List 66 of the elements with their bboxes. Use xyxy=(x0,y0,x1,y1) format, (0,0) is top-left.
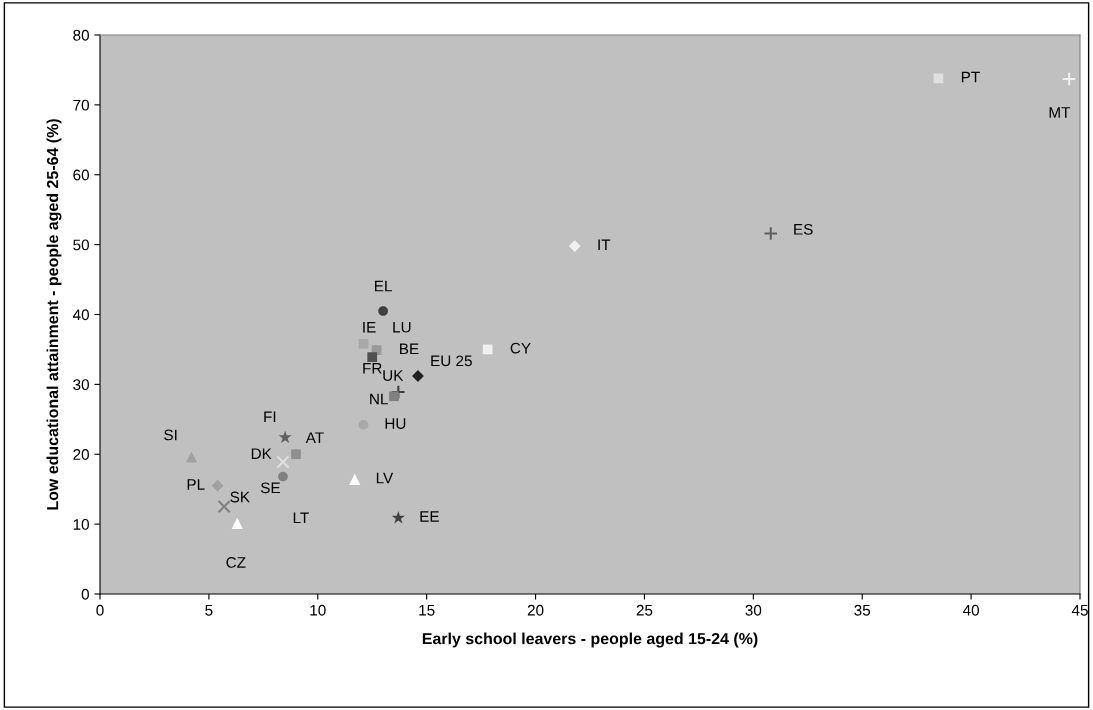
point xyxy=(217,500,231,514)
x-tick-label: 20 xyxy=(527,604,544,616)
point xyxy=(391,510,405,524)
y-tick-label: 60 xyxy=(73,169,89,181)
series-label: NL xyxy=(370,393,388,405)
x-tick-label: 15 xyxy=(419,604,435,616)
series-label: CZ xyxy=(226,556,246,568)
y-axis-title: Low educational attainment - people aged 25-64 (%) xyxy=(46,119,62,510)
series-label: EU 25 xyxy=(431,355,472,367)
x-axis-title: Early school leavers - people aged 15-24 (%) xyxy=(422,632,758,648)
point xyxy=(358,420,369,430)
point xyxy=(482,344,493,355)
x-tick-label: 25 xyxy=(636,604,653,616)
point xyxy=(763,226,779,241)
text: LT xyxy=(293,512,309,524)
series-label: MT xyxy=(1049,107,1071,118)
series-label: CY xyxy=(510,342,531,354)
series-label: PL xyxy=(187,479,205,490)
series-label: AT xyxy=(305,432,324,443)
point xyxy=(211,479,224,492)
y-tick-label: 50 xyxy=(73,239,89,251)
series-label: FR xyxy=(363,363,382,374)
x-tick-label: 5 xyxy=(205,604,213,616)
series-label: FI xyxy=(264,411,276,422)
point xyxy=(358,338,369,349)
series-label: SE xyxy=(260,482,280,494)
series-label: EL xyxy=(375,280,392,292)
series-label: IE xyxy=(363,322,376,333)
y-tick-label: 30 xyxy=(73,379,89,391)
text: LU xyxy=(393,321,411,333)
series-label: LV xyxy=(376,472,394,484)
series-label: EE xyxy=(420,511,439,522)
y-tick-label: 70 xyxy=(73,99,89,111)
y-tick-label: 0 xyxy=(81,588,89,600)
y-tick-label: 40 xyxy=(72,309,89,321)
y-tick-label: 20 xyxy=(73,449,89,460)
point xyxy=(389,391,399,402)
point xyxy=(231,517,243,529)
x-tick-label: 45 xyxy=(1071,604,1088,616)
point xyxy=(367,352,378,362)
series-label: PT xyxy=(961,71,980,83)
point xyxy=(568,240,581,252)
point xyxy=(1061,71,1077,87)
x-tick-label: 10 xyxy=(310,604,326,616)
point xyxy=(378,306,388,316)
series-label: UK xyxy=(383,370,404,381)
point xyxy=(291,449,301,460)
point xyxy=(278,471,288,482)
y-tick-label: 80 xyxy=(73,29,89,41)
point xyxy=(349,473,361,485)
x-tick-label: 40 xyxy=(962,604,980,616)
point xyxy=(185,451,198,463)
point xyxy=(278,430,292,444)
series-label: IT xyxy=(598,239,611,250)
series-label: ES xyxy=(794,223,813,235)
point xyxy=(276,455,290,469)
series-label: HU xyxy=(385,418,406,429)
series-label: BE xyxy=(400,343,419,355)
x-tick-label: 35 xyxy=(854,604,871,616)
series-label: SI xyxy=(164,429,177,441)
series-label: DK xyxy=(251,448,272,459)
x-tick-label: 0 xyxy=(96,604,104,616)
series-label: SK xyxy=(230,491,250,503)
point xyxy=(933,73,944,84)
x-tick-label: 30 xyxy=(745,604,762,616)
y-tick-label: 10 xyxy=(73,518,89,530)
